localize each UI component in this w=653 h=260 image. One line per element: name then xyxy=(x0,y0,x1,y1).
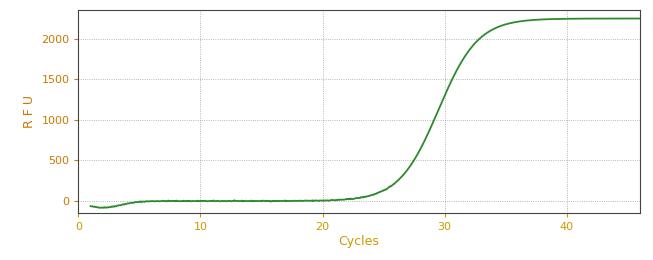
X-axis label: Cycles: Cycles xyxy=(339,235,379,248)
Y-axis label: R F U: R F U xyxy=(23,95,36,128)
